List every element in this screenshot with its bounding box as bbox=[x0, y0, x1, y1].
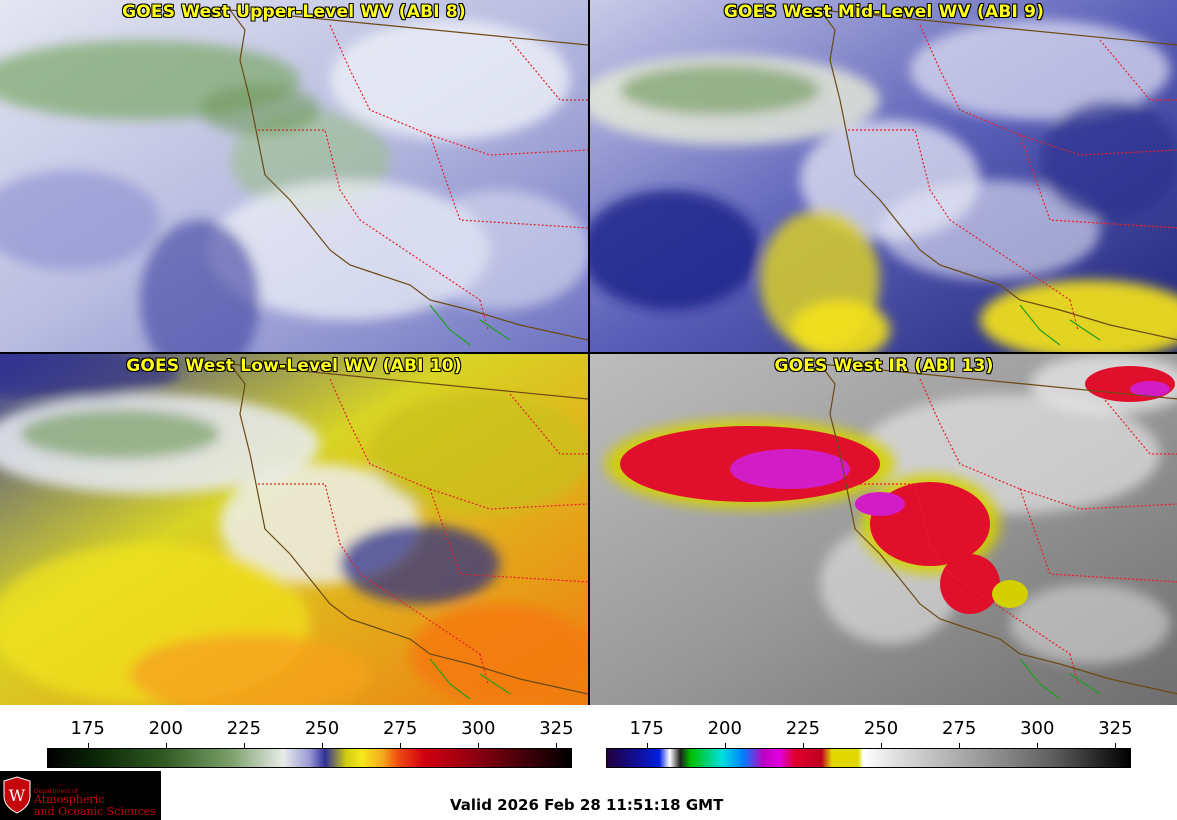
colorbar-tick-mark bbox=[724, 743, 726, 749]
ir-image bbox=[590, 354, 1177, 705]
colorbar-tick-mark bbox=[87, 743, 89, 749]
uw-shield-icon: W bbox=[3, 776, 31, 814]
panel-upper-level-wv: GOES West Upper-Level WV (ABI 8) bbox=[0, 0, 588, 352]
wv-mid-image bbox=[590, 0, 1177, 352]
colorbar-tick-label: 200 bbox=[148, 718, 183, 739]
colorbar-tick-label: 250 bbox=[304, 718, 340, 739]
colorbar-tick-mark bbox=[478, 743, 480, 749]
ir-colorbar bbox=[606, 748, 1131, 768]
colorbar-tick-label: 175 bbox=[629, 718, 664, 739]
colorbar-tick-mark bbox=[881, 743, 882, 749]
colorbar-tick-label: 225 bbox=[785, 718, 821, 739]
svg-text:W: W bbox=[9, 786, 26, 805]
colorbar-tick-mark bbox=[322, 743, 323, 749]
colorbar-tick-mark bbox=[556, 743, 558, 749]
colorbar-tick-mark bbox=[1115, 743, 1117, 749]
panel-title: GOES West IR (ABI 13) bbox=[774, 356, 994, 376]
colorbar-tick-mark bbox=[400, 743, 402, 749]
ir-colorbar-ticks: 175 200 225 250 275 300 325 bbox=[606, 716, 1133, 749]
colorbar-tick-label: 300 bbox=[1020, 718, 1055, 739]
colorbar-tick-label: 300 bbox=[461, 718, 496, 739]
panel-title: GOES West Low-Level WV (ABI 10) bbox=[126, 356, 462, 376]
colorbar-tick-mark bbox=[243, 743, 245, 749]
aos-logo: W Department of Atmospheric and Oceanic … bbox=[0, 771, 161, 820]
wv-colorbar-ticks: 175 200 225 250 275 300 325 bbox=[47, 716, 574, 749]
colorbar-tick-label: 275 bbox=[382, 718, 418, 739]
colorbar-tick-mark bbox=[165, 743, 167, 749]
colorbar-tick-label: 225 bbox=[226, 718, 262, 739]
colorbar-tick-mark bbox=[1037, 743, 1039, 749]
wv-low-image bbox=[0, 354, 588, 705]
logo-department: Department of bbox=[34, 788, 78, 795]
panel-title: GOES West Mid-Level WV (ABI 9) bbox=[723, 2, 1045, 22]
colorbar-tick-label: 325 bbox=[539, 718, 574, 739]
colorbar-tick-mark bbox=[646, 743, 648, 749]
logo-line1: Atmospheric bbox=[34, 793, 105, 806]
valid-time: Valid 2026 Feb 28 11:51:18 GMT bbox=[450, 796, 724, 814]
panel-title: GOES West Upper-Level WV (ABI 8) bbox=[122, 2, 466, 22]
logo-line2: and Oceanic Sciences bbox=[34, 805, 156, 818]
colorbar-tick-label: 275 bbox=[941, 718, 977, 739]
panel-mid-level-wv: GOES West Mid-Level WV (ABI 9) bbox=[590, 0, 1177, 352]
wv-colorbar bbox=[47, 748, 572, 768]
wv-upper-image bbox=[0, 0, 588, 352]
panel-low-level-wv: GOES West Low-Level WV (ABI 10) bbox=[0, 354, 588, 705]
colorbar-tick-mark bbox=[802, 743, 804, 749]
panel-ir: GOES West IR (ABI 13) bbox=[590, 354, 1177, 705]
colorbar-tick-label: 325 bbox=[1098, 718, 1133, 739]
colorbar-tick-label: 200 bbox=[707, 718, 742, 739]
colorbar-tick-label: 175 bbox=[70, 718, 105, 739]
panel-divider-horizontal bbox=[0, 352, 1177, 354]
colorbar-tick-label: 250 bbox=[863, 718, 899, 739]
colorbar-tick-mark bbox=[959, 743, 961, 749]
